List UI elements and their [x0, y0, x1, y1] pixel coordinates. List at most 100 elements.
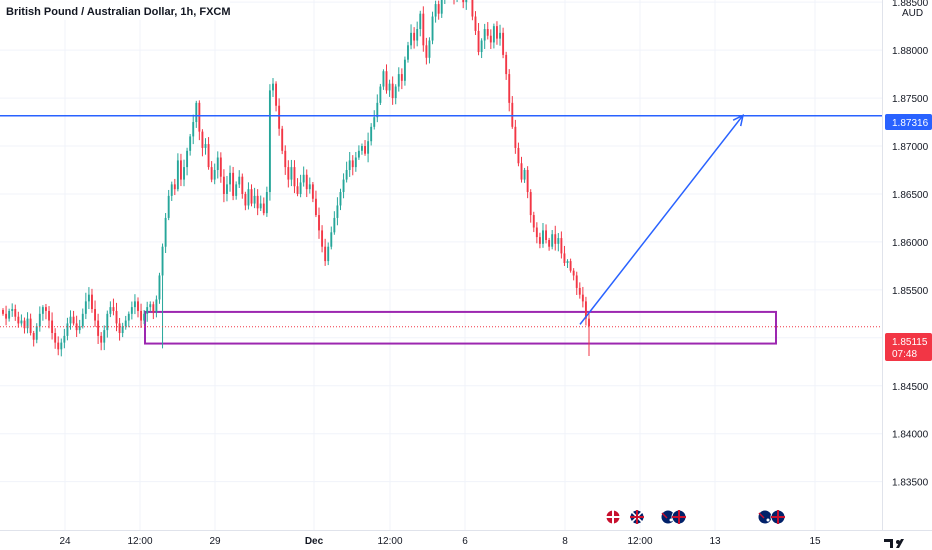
candle-body — [170, 184, 173, 196]
candle — [20, 314, 23, 326]
gb-flag-icon[interactable] — [770, 509, 786, 525]
candle — [489, 29, 492, 50]
candle — [186, 147, 189, 176]
candle-body — [296, 186, 299, 194]
candle — [345, 161, 348, 183]
candle — [75, 315, 78, 337]
candle-body — [523, 169, 526, 180]
candle — [314, 190, 317, 218]
candle-body — [259, 203, 262, 209]
candle-body — [318, 215, 320, 231]
candle — [551, 230, 554, 250]
candle — [54, 328, 57, 349]
candle-body — [106, 313, 109, 331]
candle-body — [222, 176, 225, 194]
candle — [272, 78, 274, 97]
candle-body — [54, 333, 57, 343]
candle-body — [364, 146, 366, 154]
candle — [60, 338, 63, 357]
candle-body — [121, 326, 124, 334]
candle-body — [581, 294, 584, 302]
candle — [195, 100, 198, 128]
candle — [526, 166, 529, 199]
gb-flag-icon[interactable] — [629, 509, 645, 525]
gb-flag-icon[interactable] — [671, 509, 687, 525]
zone-layer — [144, 310, 777, 345]
candle-body — [213, 169, 216, 180]
candle — [32, 330, 35, 347]
candle — [462, 0, 465, 9]
candle-body — [57, 342, 60, 350]
candle — [84, 292, 87, 320]
candle — [557, 233, 560, 252]
candle — [41, 305, 44, 321]
gb-flag-icon[interactable] — [605, 509, 621, 525]
candle — [284, 145, 287, 175]
candle-body — [186, 150, 189, 168]
candle-body — [422, 13, 425, 46]
candle-body — [66, 323, 69, 336]
candle-body — [413, 32, 416, 41]
candle — [179, 153, 182, 187]
candle-body — [379, 86, 382, 103]
candle — [281, 125, 284, 155]
candle — [48, 306, 50, 329]
candle — [545, 224, 547, 244]
candle-body — [235, 184, 238, 196]
time-tick-label: 8 — [562, 536, 568, 547]
candle-body — [137, 301, 139, 311]
candle — [170, 181, 173, 201]
candle-body — [32, 333, 35, 340]
candle — [403, 56, 406, 86]
candle — [382, 69, 385, 90]
candle — [241, 173, 244, 199]
candle-body — [532, 215, 535, 228]
candle-body — [250, 189, 253, 204]
candle-body — [94, 309, 96, 321]
candle-body — [69, 316, 72, 324]
candle-body — [109, 307, 112, 314]
candle — [112, 298, 115, 316]
candle — [477, 23, 480, 56]
candle-body — [311, 184, 314, 199]
candle-body — [545, 230, 547, 240]
candle-body — [179, 160, 182, 180]
candle — [523, 167, 526, 183]
time-tick-label: 12:00 — [377, 536, 402, 547]
candle-body — [508, 74, 511, 103]
candle — [176, 153, 179, 192]
time-axis[interactable]: 24 12:00 29 Dec 12:00 6 8 12:00 13 15 — [59, 536, 821, 547]
candle — [397, 67, 400, 92]
candle — [167, 189, 170, 221]
candle — [45, 303, 47, 320]
candle-body — [201, 131, 204, 148]
candle-body — [511, 102, 514, 127]
candle-body — [382, 71, 385, 87]
candle — [299, 174, 302, 198]
candle-body — [345, 169, 348, 180]
candle — [486, 22, 489, 40]
candle — [103, 325, 106, 351]
candle-body — [465, 0, 468, 3]
candle — [492, 23, 495, 49]
candle — [342, 173, 345, 199]
candle-body — [394, 86, 397, 99]
candle-body — [14, 309, 17, 317]
candle — [235, 181, 238, 200]
candle — [330, 226, 333, 250]
candle-body — [324, 246, 327, 262]
candle — [327, 242, 330, 266]
candle-body — [198, 102, 201, 132]
candle — [256, 189, 259, 216]
au-flag-icon[interactable] — [757, 509, 773, 525]
grid — [0, 0, 882, 530]
candle — [410, 24, 413, 50]
candle-body — [391, 83, 394, 99]
candle — [311, 182, 314, 203]
candle-body — [462, 0, 465, 3]
candle — [100, 332, 103, 351]
candle-body — [520, 163, 523, 180]
candle — [520, 156, 523, 183]
candle-body — [305, 174, 308, 190]
